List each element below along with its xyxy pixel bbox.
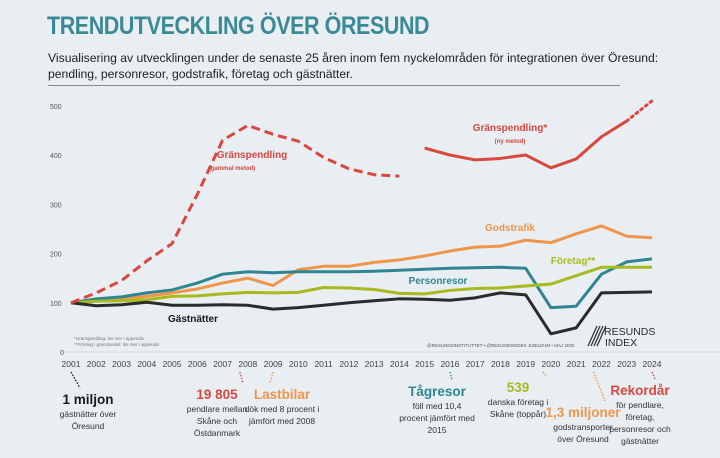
- annotation-headline: Lastbilar: [253, 387, 311, 402]
- annotation-headline: Tågresor: [408, 384, 466, 399]
- x-tick-label: 2022: [592, 359, 611, 369]
- svg-text:RESUNDS: RESUNDS: [604, 326, 655, 338]
- series-label: Företag**: [551, 256, 596, 267]
- x-tick-label: 2011: [314, 359, 333, 369]
- x-tick-label: 2010: [289, 359, 308, 369]
- annotation-text: föll med 10,4 procent jämfört med 2015: [399, 401, 475, 435]
- y-tick-label: 300: [50, 202, 62, 209]
- annotation-connector: [592, 371, 606, 402]
- series-label: Personresor: [409, 276, 468, 287]
- series-label: Godstrafik: [485, 223, 535, 234]
- annotation-2009: Lastbilar dök med 8 procent i jämfört med…: [243, 387, 321, 427]
- annotation-2022: 1,3 miljoner godstransporter över Öresund: [544, 405, 622, 445]
- x-tick-label: 2016: [440, 359, 459, 369]
- x-tick-label: 2017: [466, 359, 485, 369]
- series-line-5: [70, 290, 653, 336]
- x-tick-label: 2003: [112, 359, 131, 369]
- y-tick-label: 400: [50, 153, 62, 160]
- x-tick-label: 2013: [365, 359, 384, 369]
- y-tick-label: 200: [50, 252, 62, 259]
- oresundsindex-logo: RESUNDS INDEX: [587, 325, 655, 349]
- annotation-2008: 19 805 pendlare mellan Skåne och Östdanma…: [178, 387, 256, 439]
- subtitle: Visualisering av utvecklingen under de s…: [48, 51, 659, 81]
- series-label: Gränspendling: [217, 150, 288, 161]
- series-projection-1: [625, 99, 654, 123]
- annotation-text: gästnätter över Öresund: [59, 409, 117, 431]
- x-tick-label: 2020: [541, 359, 560, 369]
- annotation-headline: Rekordår: [610, 383, 670, 398]
- series-sublabel: (ny metod): [495, 139, 526, 145]
- annotation-connector: [239, 371, 244, 384]
- series-line-2: [70, 224, 653, 305]
- annotation-connector: [651, 371, 656, 380]
- x-tick-label: 2024: [643, 359, 662, 369]
- annotation-text: pendlare mellan Skåne och Östdanmark: [186, 404, 248, 438]
- annotation-connector: [542, 371, 547, 377]
- divider: [48, 85, 620, 86]
- x-tick-label: 2001: [62, 359, 81, 369]
- x-tick-label: 2005: [163, 359, 182, 369]
- x-tick-label: 2006: [188, 359, 207, 369]
- x-tick-label: 2008: [238, 359, 257, 369]
- x-tick-label: 2002: [87, 359, 106, 369]
- svg-text:INDEX: INDEX: [605, 337, 637, 349]
- y-tick-label: 100: [50, 301, 62, 308]
- annotation-headline: 1,3 miljoner: [545, 405, 621, 420]
- credit-line: @RESUNDSINSTITUTTET • @RESUNDSINDEX JUBI…: [427, 343, 575, 348]
- series-label: Gästnätter: [168, 314, 218, 325]
- series-line-3: [70, 257, 653, 310]
- annotation-headline: 1 miljon: [62, 392, 114, 407]
- annotation-text: godstransporter över Öresund: [553, 422, 613, 444]
- footnote-2: **Företag i grannlandet: läs mer i appen…: [74, 342, 160, 347]
- annotation-2001: 1 miljon gästnätter över Öresund: [49, 392, 127, 432]
- annotation-connector: [269, 371, 274, 384]
- x-tick-label: 2021: [567, 359, 586, 369]
- x-tick-label: 2019: [516, 359, 535, 369]
- annotation-text: för pendlare, företag, personresor och g…: [609, 400, 671, 446]
- annotation-text: danska företag i Skåne (toppår): [487, 397, 549, 419]
- annotation-headline: 539: [506, 380, 530, 395]
- series-line-4: [70, 265, 652, 305]
- annotation-2016: Tågresor föll med 10,4 procent jämfört me…: [398, 384, 476, 436]
- x-tick-label: 2018: [491, 359, 510, 369]
- series-line-0: [70, 123, 400, 305]
- x-tick-label: 2015: [415, 359, 434, 369]
- series-sublabel: (gammal metod): [209, 166, 255, 172]
- annotation-2020: 539 danska företag i Skåne (toppår): [479, 380, 557, 420]
- series-label: Gränspendling*: [473, 123, 548, 134]
- annotation-connector: [70, 371, 81, 389]
- page-title: TRENDUTVECKLING ÖVER ÖRESUND: [47, 12, 430, 40]
- y-tick-label: 0: [60, 350, 64, 357]
- x-tick-label: 2009: [264, 359, 283, 369]
- x-tick-label: 2007: [213, 359, 232, 369]
- x-tick-label: 2012: [339, 359, 358, 369]
- footnote-1: *Gränspendling: läs mer i appendix: [74, 336, 145, 341]
- x-tick-label: 2004: [137, 359, 156, 369]
- y-tick-label: 500: [50, 104, 62, 111]
- annotation-text: dök med 8 procent i jämfört med 2008: [244, 404, 320, 426]
- x-tick-label: 2023: [617, 359, 636, 369]
- x-tick-label: 2014: [390, 359, 409, 369]
- annotation-headline: 19 805: [196, 387, 238, 402]
- annotation-connector: [449, 371, 453, 381]
- annotation-2024: Rekordår för pendlare, företag, personres…: [609, 383, 671, 447]
